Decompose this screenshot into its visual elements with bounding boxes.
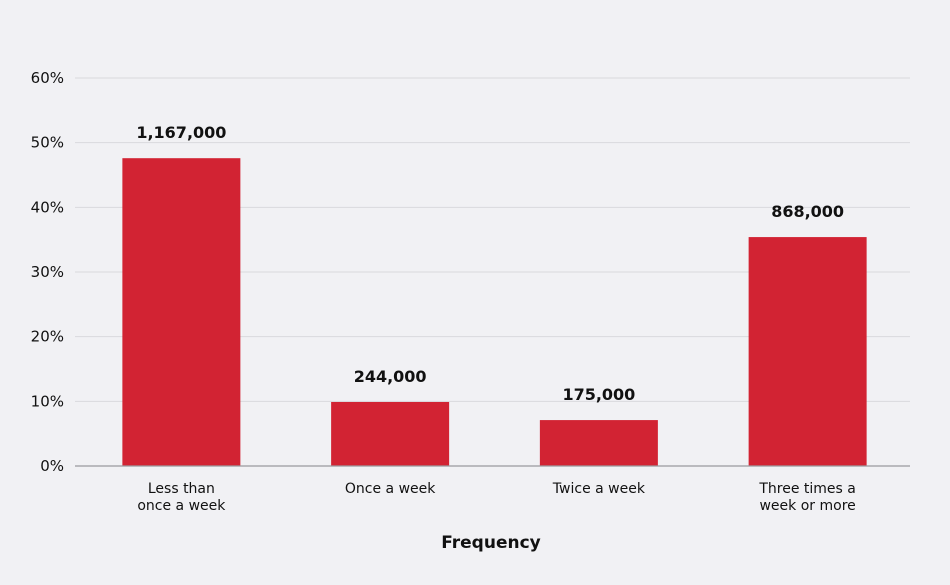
bar xyxy=(748,237,867,466)
bar xyxy=(331,401,450,466)
data-label: 175,000 xyxy=(562,385,635,404)
y-tick-label: 40% xyxy=(31,198,64,216)
x-tick-label: week or more xyxy=(759,498,855,514)
y-tick-label: 10% xyxy=(31,392,64,410)
x-tick-label: Twice a week xyxy=(552,481,646,497)
x-axis-label: Frequency xyxy=(441,533,541,553)
data-label: 1,167,000 xyxy=(136,123,226,142)
y-tick-label: 0% xyxy=(40,457,64,475)
x-tick-label: Less than xyxy=(148,481,215,497)
bar xyxy=(122,158,241,467)
x-tick-label: once a week xyxy=(137,498,226,514)
bar xyxy=(539,420,658,466)
y-tick-label: 60% xyxy=(31,69,64,87)
data-label: 244,000 xyxy=(354,367,427,386)
y-tick-label: 20% xyxy=(31,328,64,346)
x-tick-label: Three times a xyxy=(758,481,856,497)
x-tick-label: Once a week xyxy=(345,481,436,497)
y-tick-label: 50% xyxy=(31,134,64,152)
y-tick-label: 30% xyxy=(31,263,64,281)
data-label: 868,000 xyxy=(771,202,844,221)
